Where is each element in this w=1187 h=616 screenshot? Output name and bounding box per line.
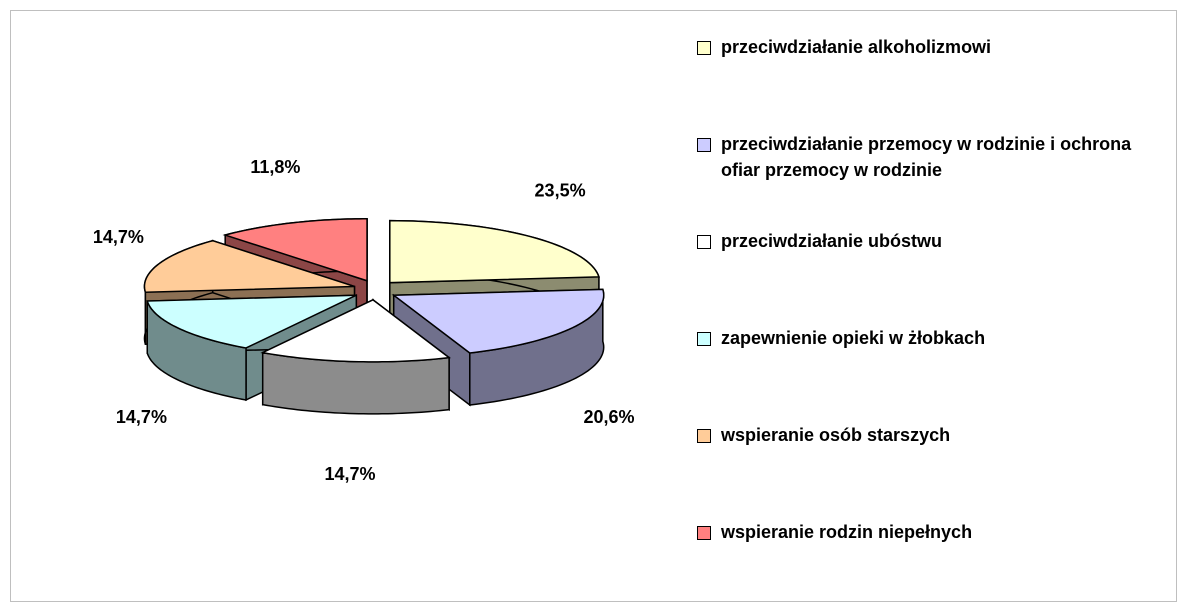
legend-item: zapewnienie opieki w żłobkach	[697, 325, 1167, 422]
data-label: 14,7%	[116, 407, 167, 427]
legend-item: przeciwdziałanie alkoholizmowi	[697, 34, 1167, 131]
legend-label: wspieranie osób starszych	[721, 425, 951, 445]
data-label: 14,7%	[324, 464, 375, 484]
slice-top	[143, 239, 355, 294]
legend-label: wspieranie rodzin niepełnych	[721, 522, 973, 542]
slice-top	[222, 218, 368, 282]
chart: 23,5% 20,6% 14,7% 14,7% 14,7% 11,8%	[93, 157, 635, 484]
legend-swatch	[697, 526, 711, 540]
legend-swatch	[697, 41, 711, 55]
legend-swatch	[697, 235, 711, 249]
slice	[260, 298, 452, 415]
slice-top	[146, 294, 357, 349]
legend-item: wspieranie osób starszych	[697, 422, 1167, 519]
legend-label: zapewnienie opieki w żłobkach	[721, 328, 986, 348]
data-label: 23,5%	[535, 181, 586, 201]
legend-label: przeciwdziałanie ubóstwu	[721, 231, 943, 251]
legend: przeciwdziałanie alkoholizmowi przeciwdzi…	[697, 34, 1167, 616]
data-label: 20,6%	[584, 407, 635, 427]
legend-swatch	[697, 332, 711, 346]
legend-swatch	[697, 138, 711, 152]
slice-top	[260, 298, 452, 363]
data-label: 14,7%	[93, 227, 144, 247]
data-label: 11,8%	[250, 157, 300, 177]
legend-item: przeciwdziałanie ubóstwu	[697, 228, 1167, 325]
slice-top	[391, 288, 605, 354]
legend-swatch	[697, 429, 711, 443]
legend-item: wspieranie rodzin niepełnych	[697, 519, 1167, 616]
legend-label: przeciwdziałanie przemocy w rodzinie i o…	[721, 134, 1132, 180]
slice-top	[389, 219, 600, 284]
legend-label: przeciwdziałanie alkoholizmowi	[721, 37, 992, 57]
legend-item: przeciwdziałanie przemocy w rodzinie i o…	[697, 131, 1167, 228]
